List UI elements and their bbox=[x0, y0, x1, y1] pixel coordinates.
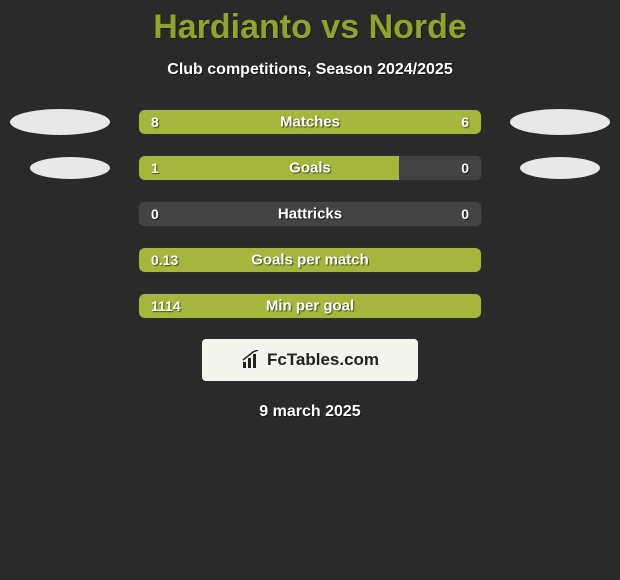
date-label: 9 march 2025 bbox=[0, 403, 620, 421]
stat-label: Hattricks bbox=[278, 206, 342, 223]
page-title: Hardianto vs Norde bbox=[0, 0, 620, 47]
subtitle: Club competitions, Season 2024/2025 bbox=[0, 61, 620, 79]
comparison-widget: Hardianto vs Norde Club competitions, Se… bbox=[0, 0, 620, 580]
stat-label: Goals per match bbox=[251, 252, 369, 269]
chart-area: 8 Matches 6 1 Goals 0 0 Hattricks 0 bbox=[0, 109, 620, 421]
stat-row-hattricks: 0 Hattricks 0 bbox=[0, 201, 620, 227]
stat-row-matches: 8 Matches 6 bbox=[0, 109, 620, 135]
bar-track: 1 Goals 0 bbox=[138, 155, 482, 181]
bar-left bbox=[139, 156, 399, 180]
bar-right bbox=[334, 110, 481, 134]
bar-track: 1114 Min per goal bbox=[138, 293, 482, 319]
bar-track: 0 Hattricks 0 bbox=[138, 201, 482, 227]
value-right: 0 bbox=[461, 206, 469, 222]
value-left: 0 bbox=[151, 206, 159, 222]
value-left: 1114 bbox=[151, 298, 181, 314]
stat-label: Min per goal bbox=[266, 298, 354, 315]
stat-label: Goals bbox=[289, 160, 331, 177]
bar-track: 0.13 Goals per match bbox=[138, 247, 482, 273]
value-right: 0 bbox=[461, 160, 469, 176]
stat-label: Matches bbox=[280, 114, 340, 131]
stat-row-goals-per-match: 0.13 Goals per match bbox=[0, 247, 620, 273]
value-left: 8 bbox=[151, 114, 159, 130]
bar-track: 8 Matches 6 bbox=[138, 109, 482, 135]
logo-text: FcTables.com bbox=[267, 350, 379, 370]
chart-icon bbox=[241, 350, 261, 370]
value-right: 6 bbox=[461, 114, 469, 130]
stat-row-min-per-goal: 1114 Min per goal bbox=[0, 293, 620, 319]
site-logo[interactable]: FcTables.com bbox=[202, 339, 418, 381]
value-left: 0.13 bbox=[151, 252, 178, 268]
stat-row-goals: 1 Goals 0 bbox=[0, 155, 620, 181]
value-left: 1 bbox=[151, 160, 159, 176]
